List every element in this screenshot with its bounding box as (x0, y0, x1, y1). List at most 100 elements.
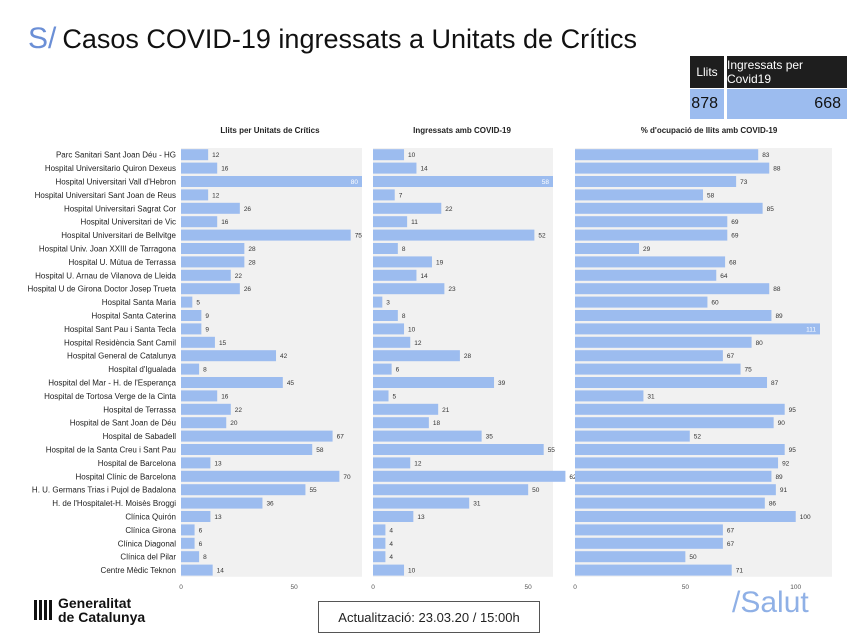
tick-label: 50 (682, 584, 690, 591)
data-label: 42 (280, 353, 288, 360)
data-label: 80 (351, 179, 359, 186)
page-title: S/ Casos COVID-19 ingressats a Unitats d… (28, 22, 637, 62)
data-label: 20 (230, 420, 238, 427)
panel-title-occupancy: % d'ocupació de llits amb COVID-19 (640, 126, 778, 135)
bar (181, 377, 283, 388)
category-label: Hospital Santa Caterina (92, 312, 177, 321)
data-label: 22 (235, 273, 243, 280)
panel-title-admitted: Ingressats amb COVID-19 (413, 126, 511, 135)
data-label: 13 (214, 460, 222, 467)
data-label: 14 (217, 568, 225, 575)
bar (373, 537, 386, 549)
data-label: 89 (775, 474, 783, 481)
data-label: 29 (643, 246, 651, 253)
data-label: 9 (205, 313, 209, 320)
category-label: Hospital del Mar - H. de l'Esperança (48, 379, 176, 388)
category-label: Hospital de Terrassa (103, 405, 176, 414)
bar (575, 403, 785, 415)
data-label: 23 (448, 286, 456, 293)
data-label: 70 (343, 474, 351, 481)
data-label: 4 (389, 541, 393, 548)
bar (181, 149, 209, 161)
generalitat-bars-icon (34, 600, 52, 620)
data-label: 11 (411, 219, 418, 226)
bar (181, 323, 202, 335)
bar (575, 283, 770, 295)
bar (373, 256, 432, 268)
page-title-text: Casos COVID-19 ingressats a Unitats de C… (62, 24, 638, 54)
data-label: 58 (316, 447, 324, 454)
salut-brand: /Salut (732, 586, 809, 619)
data-label: 8 (203, 554, 207, 561)
category-label: Hospital Universitari de Bellvitge (61, 231, 176, 240)
bar (181, 336, 215, 348)
data-label: 6 (199, 541, 203, 548)
data-label: 31 (647, 393, 655, 400)
data-label: 13 (214, 514, 222, 521)
bar (575, 310, 772, 321)
data-label: 89 (775, 313, 783, 320)
category-label: Hospital de Tortosa Verge de la Cinta (44, 392, 176, 401)
salut-mark: S/ (28, 22, 57, 55)
bar (373, 430, 482, 442)
data-label: 16 (221, 166, 229, 173)
data-label: 60 (711, 300, 719, 307)
data-label: 22 (445, 206, 453, 213)
data-label: 69 (731, 233, 739, 240)
bar (373, 162, 417, 174)
bar (373, 417, 429, 429)
kpi-admitted-label: Ingressats per Covid19 (727, 56, 847, 88)
bar (373, 323, 405, 335)
data-label: 26 (244, 206, 252, 213)
bar (373, 564, 405, 576)
data-label: 28 (248, 259, 256, 266)
bar (575, 176, 737, 187)
data-label: 10 (408, 568, 416, 575)
category-label: Hospital Clínic de Barcelona (76, 472, 177, 481)
bar (373, 149, 405, 161)
category-label: Hospital Universitari Vall d'Hebron (55, 178, 176, 187)
data-label: 55 (309, 487, 317, 494)
category-label: Clínica del Pilar (120, 553, 176, 562)
bar (575, 269, 717, 281)
category-label: Hospital de Sant Joan de Déu (70, 419, 176, 428)
bar (373, 243, 398, 254)
kpi-beds-value: 878 (690, 89, 724, 119)
data-label: 50 (532, 487, 540, 494)
bar (575, 417, 774, 429)
bar (181, 537, 195, 549)
data-label: 50 (689, 554, 697, 561)
logo-line-1: Generalitat (58, 595, 132, 611)
kpi-admitted-value: 668 (727, 89, 847, 119)
category-label: Hospital de Sabadell (103, 432, 177, 441)
data-label: 95 (789, 407, 797, 414)
data-label: 86 (769, 501, 777, 508)
bar (181, 551, 200, 563)
data-label: 95 (789, 447, 797, 454)
data-label: 14 (420, 166, 428, 173)
data-label: 68 (729, 259, 737, 266)
data-label: 62 (569, 474, 577, 481)
bar (373, 310, 398, 321)
data-label: 45 (287, 380, 295, 387)
data-label: 12 (414, 340, 422, 347)
data-label: 7 (399, 192, 403, 199)
category-label: Hospital U de Girona Doctor Josep Trueta (27, 285, 176, 294)
bar (181, 202, 240, 214)
category-label: Hospital General de Catalunya (67, 352, 177, 361)
data-label: 6 (396, 367, 400, 374)
data-label: 3 (386, 300, 390, 307)
bar (181, 296, 193, 308)
data-label: 10 (408, 152, 416, 159)
bar (373, 216, 408, 228)
bar (575, 256, 726, 268)
data-label: 83 (762, 152, 770, 159)
bar (181, 269, 231, 281)
bar (575, 323, 820, 335)
category-label: Hospital Universitari Sagrat Cor (64, 204, 176, 213)
update-timestamp: Actualització: 23.03.20 / 15:00h (318, 601, 540, 633)
data-label: 28 (248, 246, 256, 253)
data-label: 4 (389, 554, 393, 561)
data-label: 8 (402, 313, 406, 320)
bar (575, 430, 690, 442)
